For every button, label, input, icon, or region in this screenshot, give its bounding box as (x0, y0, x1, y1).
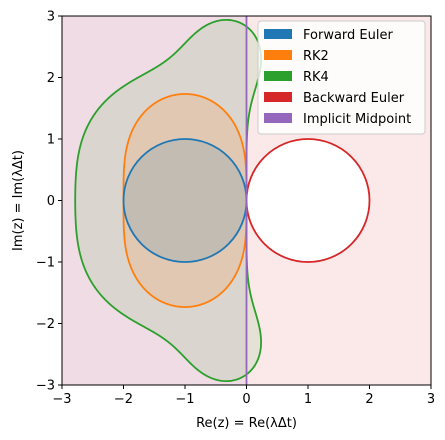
x-axis: −3 −2 −1 0 1 2 3 (52, 385, 435, 407)
legend-entry: RK2 (303, 49, 329, 64)
legend-box (257, 20, 426, 135)
x-axis-label: Re(z) = Re(λΔt) (196, 416, 297, 431)
y-axis: −3 −2 −1 0 1 2 3 (36, 10, 62, 394)
legend: Forward Euler RK2 RK4 Backward Euler Implici… (257, 20, 426, 135)
boundary-backward-euler (245, 138, 371, 263)
region-fill-implicit-midpoint (62, 16, 247, 385)
legend-entry: RK4 (303, 70, 329, 85)
y-tick-label: 1 (47, 133, 55, 148)
region-fill-forward-euler (123, 139, 247, 262)
x-tick-label: −3 (52, 392, 71, 407)
legend-entry: Backward Euler (303, 91, 405, 106)
y-axis-label: Im(z) = Im(λΔt) (11, 150, 26, 251)
x-tick-label: −2 (114, 392, 133, 407)
legend-swatch (264, 29, 292, 39)
legend-swatch (264, 50, 292, 60)
x-tick-label: 1 (304, 392, 312, 407)
x-tick-label: 0 (242, 392, 250, 407)
legend-entry: Forward Euler (303, 28, 393, 43)
y-tick-label: 2 (47, 71, 55, 86)
y-tick-label: 0 (47, 194, 55, 209)
legend-entry: Implicit Midpoint (303, 112, 411, 127)
y-tick-label: −3 (36, 379, 55, 394)
y-tick-label: −2 (36, 317, 55, 332)
region-fill-rk4 (75, 19, 262, 382)
x-tick-label: 2 (365, 392, 373, 407)
y-tick-label: −1 (36, 256, 55, 271)
x-tick-label: −1 (175, 392, 194, 407)
y-tick-label: 3 (47, 10, 55, 25)
legend-swatch (264, 71, 292, 81)
x-tick-label: 3 (427, 392, 435, 407)
legend-swatch (264, 113, 292, 123)
legend-swatch (264, 92, 292, 102)
